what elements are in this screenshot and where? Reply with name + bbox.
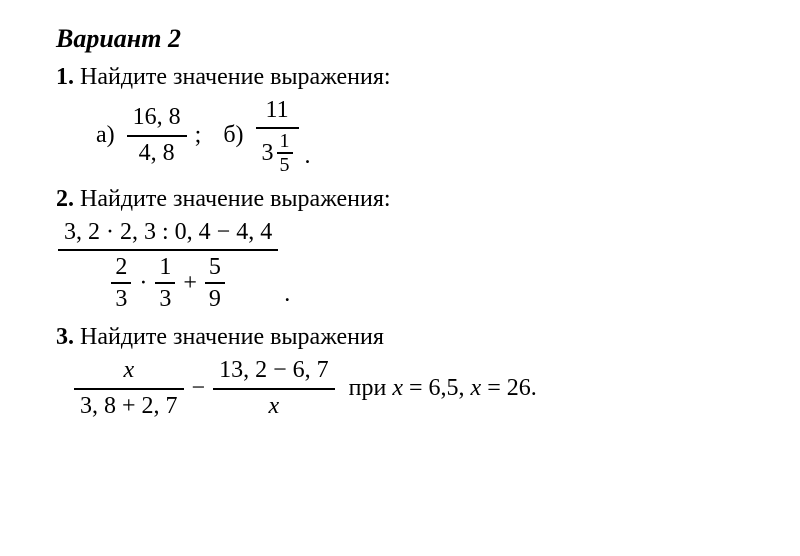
fraction-bar [74,388,184,390]
mixed-whole: 3 [262,138,274,169]
problem-3-number: 3. [56,324,74,351]
problem-1-expressions: а) 16, 8 4, 8 ; б) 11 3 1 5 [96,95,764,176]
sf-num: 5 [205,252,225,282]
operator-minus: − [192,375,206,402]
problem-3-frac-2: 13, 2 − 6, 7 x [213,355,335,421]
fraction-denominator: 3, 8 + 2, 7 [74,391,184,422]
small-frac-2: 1 3 [155,252,175,314]
fraction-numerator: 13, 2 − 6, 7 [213,355,335,386]
small-frac-3: 5 9 [205,252,225,314]
problem-2-expression: 3, 2 · 2, 3 : 0, 4 − 4, 4 2 3 · 1 3 + [56,217,764,314]
sf-den: 3 [155,284,175,314]
problem-3-substitution: при x = 6,5, x = 26. [349,375,537,402]
problem-2-number: 2. [56,186,74,213]
fraction-bar [213,388,335,390]
problem-1b-label: б) [223,122,243,149]
problem-3-frac-1: x 3, 8 + 2, 7 [74,355,184,421]
fraction-numerator: 11 [259,95,294,126]
fraction-denominator: 2 3 · 1 3 + 5 9 [103,252,233,314]
problem-1a-label: а) [96,122,115,149]
problem-2: 2. Найдите значение выражения: 3, 2 · 2,… [56,186,764,314]
problem-2-big-fraction: 3, 2 · 2, 3 : 0, 4 − 4, 4 2 3 · 1 3 + [58,217,278,314]
operator-dot: · [139,268,147,299]
small-frac-1: 2 3 [111,252,131,314]
problem-1b-fraction: 11 3 1 5 [256,95,299,176]
problem-1: 1. Найдите значение выражения: а) 16, 8 … [56,64,764,176]
fraction-denominator: 4, 8 [133,138,181,169]
problem-1-number: 1. [56,64,74,91]
sf-den: 3 [111,284,131,314]
problem-3-heading: 3. Найдите значение выражения [56,324,764,351]
problem-1a-terminator: ; [195,122,202,149]
sf-num: 1 [155,252,175,282]
problem-2-text: Найдите значение выражения: [80,186,391,213]
problem-1b-terminator: . [305,143,311,176]
sf-den: 9 [205,284,225,314]
fraction-bar [127,135,187,137]
mixed-frac-num: 1 [277,130,293,152]
problem-2-heading: 2. Найдите значение выражения: [56,186,764,213]
problem-3-text: Найдите значение выражения [80,324,384,351]
problem-1-heading: 1. Найдите значение выражения: [56,64,764,91]
fraction-denominator: x [263,391,286,422]
mixed-frac-den: 5 [277,154,293,176]
fraction-numerator: x [117,355,140,386]
fraction-numerator: 16, 8 [127,102,187,133]
variant-title: Вариант 2 [56,24,764,54]
problem-3: 3. Найдите значение выражения x 3, 8 + 2… [56,324,764,421]
operator-plus: + [183,268,197,299]
mixed-fraction: 1 5 [277,130,293,176]
problem-3-expression: x 3, 8 + 2, 7 − 13, 2 − 6, 7 x при x = 6… [72,355,764,421]
mixed-number: 3 1 5 [262,130,293,176]
problem-1-text: Найдите значение выражения: [80,64,391,91]
page: Вариант 2 1. Найдите значение выражения:… [0,0,800,456]
fraction-numerator: 3, 2 · 2, 3 : 0, 4 − 4, 4 [58,217,278,248]
fraction-bar [58,249,278,251]
problem-2-terminator: . [284,281,290,314]
fraction-denominator: 3 1 5 [256,130,299,176]
sf-num: 2 [111,252,131,282]
problem-1a-fraction: 16, 8 4, 8 [127,102,187,168]
fraction-bar [256,127,299,129]
